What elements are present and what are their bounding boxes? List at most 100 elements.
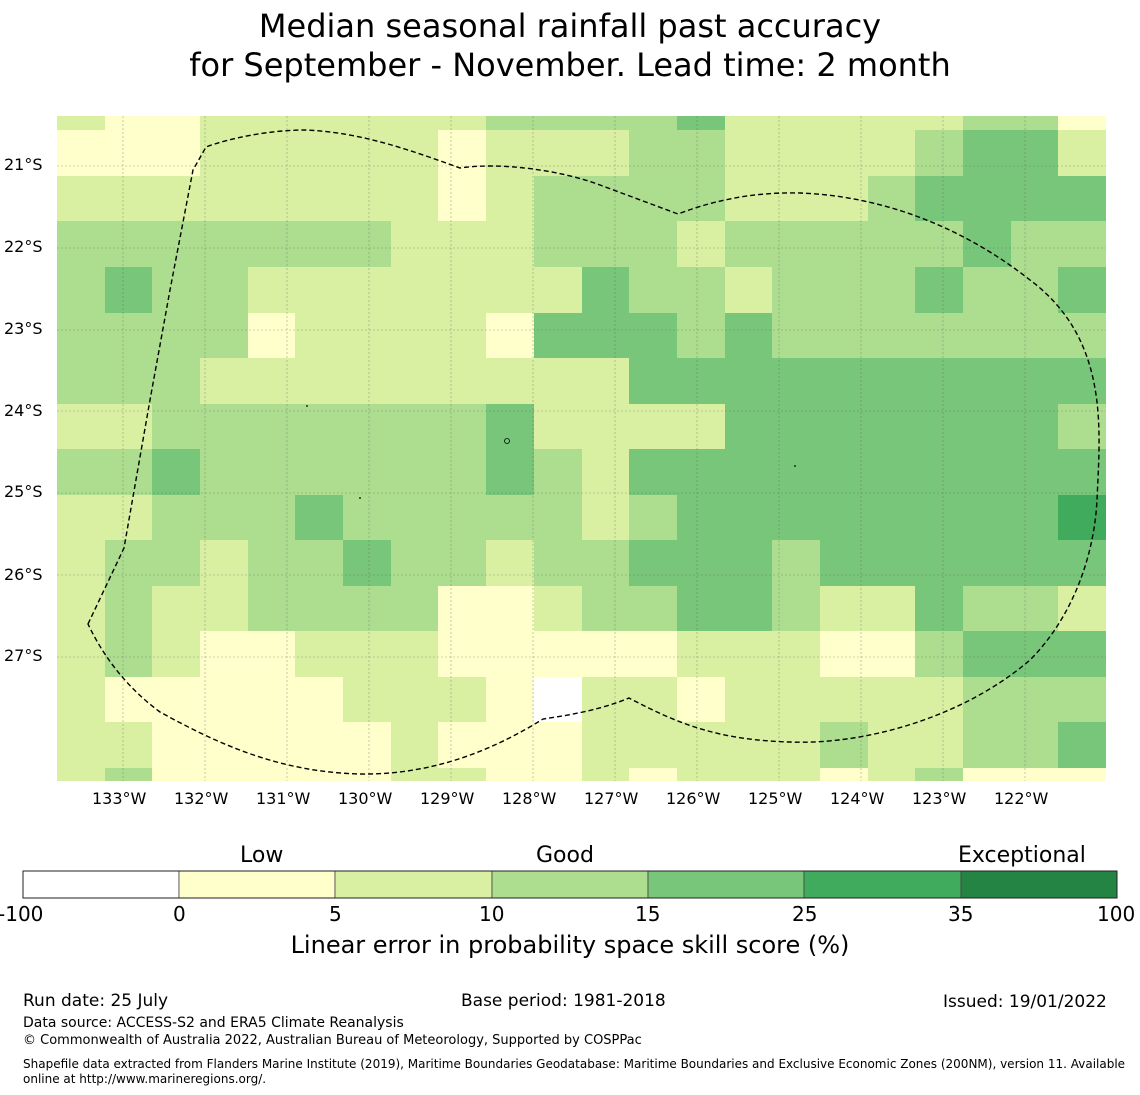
grid-cell <box>534 404 582 449</box>
grid-cell <box>1058 267 1106 313</box>
grid-cell <box>57 449 105 495</box>
grid-cell <box>868 313 915 358</box>
grid-cell <box>963 404 1011 449</box>
grid-cell <box>486 540 534 586</box>
grid-cell <box>248 495 295 540</box>
grid-cell <box>343 677 391 722</box>
grid-cell <box>868 130 915 176</box>
grid-cell <box>582 267 629 313</box>
grid-cell <box>534 267 582 313</box>
grid-cell <box>1011 768 1058 781</box>
grid-cell <box>772 495 820 540</box>
grid-cell <box>772 404 820 449</box>
grid-cell <box>582 631 629 677</box>
grid-cell <box>725 404 772 449</box>
grid-cell <box>1058 495 1106 540</box>
lon-label-129w: 129°W <box>420 789 475 808</box>
copyright-notice: © Commonwealth of Australia 2022, Austra… <box>23 1033 642 1048</box>
grid-cell <box>1011 540 1058 586</box>
grid-cell <box>57 495 105 540</box>
grid-cell <box>725 221 772 267</box>
lat-label-21s: 21°S <box>4 155 43 174</box>
grid-cell <box>629 404 677 449</box>
grid-cell <box>677 540 725 586</box>
grid-cell <box>582 495 629 540</box>
grid-cell <box>1011 677 1058 722</box>
island-marker <box>359 497 361 499</box>
colorbar-tick: 15 <box>635 902 661 926</box>
grid-cell <box>343 768 391 781</box>
grid-cell <box>772 631 820 677</box>
grid-cell <box>152 586 200 631</box>
grid-cell <box>725 358 772 404</box>
grid-cell <box>582 768 629 781</box>
grid-cell <box>57 116 105 130</box>
grid-cell <box>820 540 868 586</box>
lon-label-125w: 125°W <box>748 789 803 808</box>
grid-cell <box>248 677 295 722</box>
grid-cell <box>820 586 868 631</box>
base-period: Base period: 1981-2018 <box>461 991 666 1011</box>
grid-cell <box>438 631 486 677</box>
grid-cell <box>486 313 534 358</box>
grid-cell <box>248 449 295 495</box>
grid-cell <box>391 768 438 781</box>
grid-cell <box>915 722 963 768</box>
grid-cell <box>295 176 343 221</box>
lon-label-128w: 128°W <box>502 789 557 808</box>
grid-cell <box>1058 358 1106 404</box>
grid-cell <box>391 130 438 176</box>
grid-cell <box>391 404 438 449</box>
colorbar-tick: 10 <box>479 902 505 926</box>
grid-cell <box>868 586 915 631</box>
grid-cell <box>820 722 868 768</box>
grid-cell <box>772 130 820 176</box>
grid-cell <box>725 768 772 781</box>
grid-cell <box>1011 176 1058 221</box>
grid-cell <box>820 267 868 313</box>
grid-cell <box>677 631 725 677</box>
grid-cell <box>438 586 486 631</box>
grid-cell <box>1011 404 1058 449</box>
grid-cell <box>486 586 534 631</box>
grid-cell <box>1011 722 1058 768</box>
grid-cell <box>582 176 629 221</box>
grid-cell <box>725 540 772 586</box>
grid-cell <box>534 130 582 176</box>
colorbar-swatch <box>960 870 1118 899</box>
grid-cell <box>534 540 582 586</box>
grid-cell <box>200 358 248 404</box>
grid-cell <box>295 404 343 449</box>
grid-cell <box>105 631 152 677</box>
grid-cell <box>200 449 248 495</box>
grid-cell <box>105 540 152 586</box>
grid-cell <box>486 495 534 540</box>
grid-cell <box>391 586 438 631</box>
grid-cell <box>915 404 963 449</box>
grid-cell <box>582 540 629 586</box>
colorbar <box>22 870 1118 899</box>
grid-cell <box>152 116 200 130</box>
grid-cell <box>248 116 295 130</box>
grid-cell <box>438 221 486 267</box>
grid-cell <box>582 116 629 130</box>
grid-cell <box>915 116 963 130</box>
grid-cell <box>629 768 677 781</box>
grid-cell <box>820 449 868 495</box>
lon-label-127w: 127°W <box>584 789 639 808</box>
grid-cell <box>677 313 725 358</box>
colorbar-tick: 25 <box>792 902 818 926</box>
grid-cell <box>105 449 152 495</box>
grid-cell <box>629 267 677 313</box>
grid-cell <box>105 768 152 781</box>
colorbar-swatch <box>803 870 962 899</box>
grid-cell <box>963 677 1011 722</box>
grid-cell <box>677 358 725 404</box>
grid-cell <box>868 722 915 768</box>
grid-cell <box>486 404 534 449</box>
grid-cell <box>57 176 105 221</box>
grid-cell <box>1058 722 1106 768</box>
grid-cell <box>534 176 582 221</box>
grid-cell <box>725 631 772 677</box>
grid-cell <box>200 221 248 267</box>
